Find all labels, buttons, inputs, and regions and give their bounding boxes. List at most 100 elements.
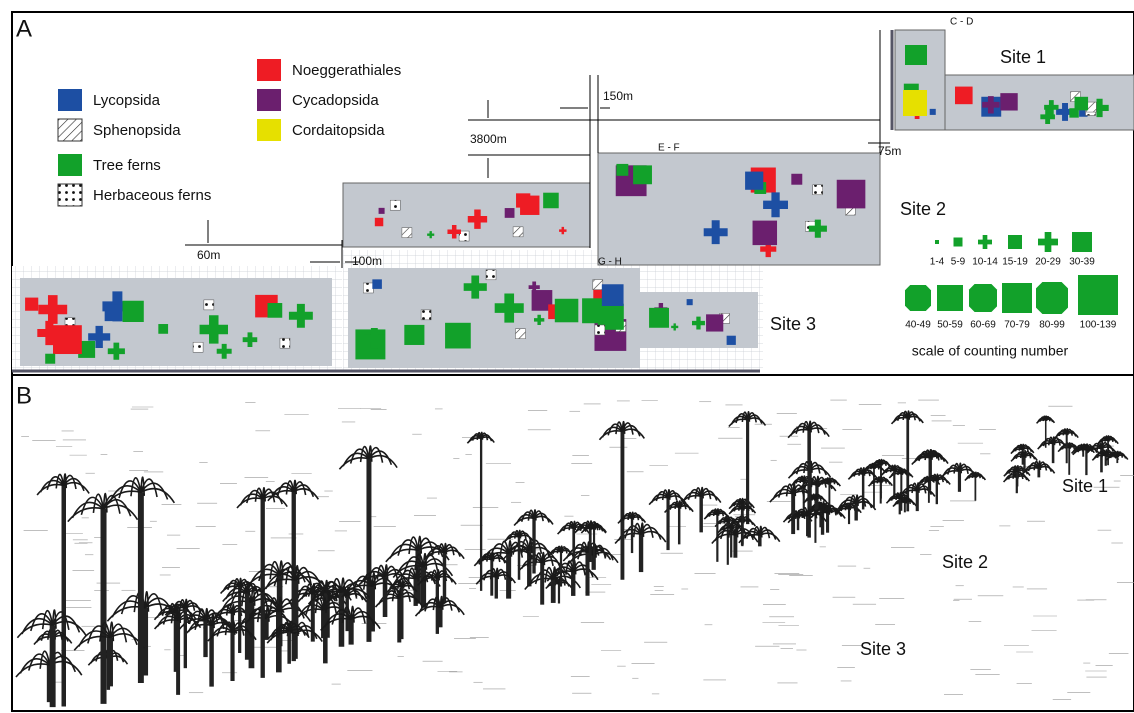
plant-symbol bbox=[516, 193, 530, 207]
plant-symbol bbox=[193, 342, 203, 352]
scale-symbol bbox=[978, 235, 992, 249]
plant-symbol bbox=[555, 299, 579, 323]
map-area bbox=[945, 75, 1134, 130]
legend-swatch bbox=[58, 119, 82, 141]
legend-label: Lycopsida bbox=[93, 92, 161, 109]
distance-label: 3800m bbox=[470, 132, 507, 146]
tree-frond bbox=[602, 427, 622, 437]
plant-symbol bbox=[268, 303, 283, 318]
plant-symbol bbox=[158, 324, 168, 334]
plant-symbol bbox=[593, 280, 603, 290]
scale-label: 80-99 bbox=[1039, 320, 1065, 331]
scale-label: 50-59 bbox=[937, 320, 963, 331]
plant-symbol bbox=[753, 221, 777, 245]
plant-symbol bbox=[602, 284, 624, 306]
plant-symbol bbox=[745, 172, 763, 190]
scale-symbol bbox=[935, 240, 939, 244]
legend-label: Herbaceous ferns bbox=[93, 187, 211, 204]
plant-symbol bbox=[105, 305, 122, 322]
plant-symbol bbox=[837, 180, 866, 209]
legend-label: Noeggerathiales bbox=[292, 62, 401, 79]
site-label: Site 2 bbox=[942, 552, 988, 572]
plant-symbol bbox=[687, 299, 693, 305]
plant-symbol bbox=[595, 325, 605, 335]
tree-frond bbox=[343, 453, 369, 466]
tree-frond bbox=[104, 505, 138, 519]
plant-symbol bbox=[390, 200, 400, 210]
plant-symbol bbox=[633, 165, 652, 184]
panel-label: A bbox=[16, 15, 32, 42]
plant-symbol bbox=[445, 323, 471, 349]
scale-symbol bbox=[954, 238, 963, 247]
scale-symbol bbox=[1078, 275, 1118, 315]
plant-symbol bbox=[363, 283, 373, 293]
plant-symbol bbox=[486, 270, 496, 280]
tree-frond bbox=[41, 481, 64, 493]
plant-symbol bbox=[791, 174, 802, 185]
plant-symbol bbox=[123, 301, 144, 322]
plant-symbol bbox=[372, 279, 382, 289]
scale-label: 60-69 bbox=[970, 320, 996, 331]
scale-symbol bbox=[905, 285, 931, 311]
scale-symbol bbox=[1072, 232, 1092, 252]
plant-symbol bbox=[905, 45, 927, 65]
legend-label: Tree ferns bbox=[93, 157, 161, 174]
plant-symbol bbox=[930, 109, 936, 115]
legend-swatch bbox=[257, 89, 281, 111]
scale-symbol bbox=[937, 285, 963, 311]
panel-label: B bbox=[16, 382, 32, 409]
scale-label: 40-49 bbox=[905, 320, 931, 331]
scale-caption: scale of counting number bbox=[912, 343, 1069, 359]
tree-frond bbox=[211, 628, 233, 639]
legend-swatch bbox=[257, 119, 281, 141]
distance-label: 75m bbox=[878, 144, 901, 158]
legend-swatch bbox=[257, 59, 281, 81]
plant-symbol bbox=[706, 314, 723, 331]
legend-label: Cordaitopsida bbox=[292, 122, 385, 139]
distance-label: 60m bbox=[197, 248, 220, 262]
scale-label: 10-14 bbox=[972, 257, 998, 268]
panel-a: A 150m 3800m 75m 60m 100m C - D E - F G … bbox=[12, 12, 1134, 375]
figure: A 150m 3800m 75m 60m 100m C - D E - F G … bbox=[0, 0, 1134, 713]
scale-label: 20-29 bbox=[1035, 257, 1061, 268]
plant-symbol bbox=[505, 208, 515, 218]
legend-label: Cycadopsida bbox=[292, 92, 379, 109]
tree-frond bbox=[652, 494, 668, 502]
section-label: G - H bbox=[598, 257, 622, 268]
scale-label: 1-4 bbox=[930, 257, 945, 268]
legend-label: Sphenopsida bbox=[93, 122, 181, 139]
plant-symbol bbox=[45, 354, 55, 364]
plant-symbol bbox=[375, 218, 383, 226]
scale-label: 30-39 bbox=[1069, 257, 1095, 268]
scale-label: 70-79 bbox=[1004, 320, 1030, 331]
scale-symbol bbox=[1002, 283, 1032, 313]
plant-symbol bbox=[25, 298, 38, 311]
plant-symbol bbox=[543, 193, 559, 209]
plant-symbol bbox=[515, 329, 525, 339]
tree-frond bbox=[683, 493, 701, 502]
plant-symbol bbox=[727, 336, 736, 345]
plant-symbol bbox=[204, 300, 214, 310]
tree-frond bbox=[791, 467, 810, 476]
site-label: Site 1 bbox=[1062, 476, 1108, 496]
tree-frond bbox=[240, 494, 262, 505]
site-label: Site 1 bbox=[1000, 47, 1046, 67]
plant-symbol bbox=[402, 228, 412, 238]
tree-frond bbox=[773, 490, 793, 500]
tree-frond bbox=[517, 515, 534, 524]
tree-frond bbox=[522, 558, 543, 568]
plant-symbol bbox=[421, 310, 431, 320]
tree-frond bbox=[943, 468, 959, 476]
plant-symbol bbox=[616, 164, 628, 176]
legend-swatch bbox=[58, 184, 82, 206]
plant-symbol bbox=[1069, 108, 1078, 117]
site-label: Site 2 bbox=[900, 199, 946, 219]
tree-frond bbox=[379, 594, 400, 604]
plant-symbol bbox=[379, 208, 385, 214]
section-label: E - F bbox=[658, 143, 680, 154]
plant-symbol bbox=[649, 308, 669, 328]
plant-symbol bbox=[813, 185, 823, 195]
tree-frond bbox=[731, 416, 747, 424]
section-label: C - D bbox=[950, 17, 973, 28]
scale-symbol bbox=[1036, 282, 1068, 314]
